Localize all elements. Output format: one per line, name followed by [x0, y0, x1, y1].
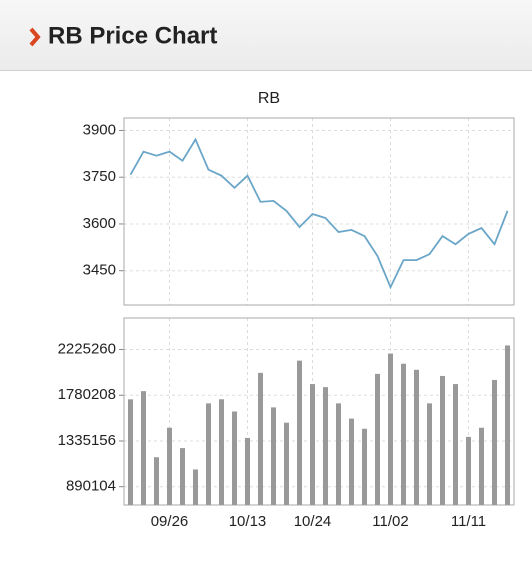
- bar: [388, 353, 393, 505]
- bar: [141, 391, 146, 505]
- bar: [180, 448, 185, 505]
- x-tick-label: 09/26: [151, 513, 189, 530]
- bar: [284, 422, 289, 505]
- y-tick-label: 1780208: [58, 386, 116, 403]
- header-bar: [0, 0, 532, 70]
- bar: [336, 403, 341, 505]
- bar: [453, 384, 458, 505]
- bar: [505, 345, 510, 505]
- bar: [310, 384, 315, 505]
- y-tick-label: 3750: [83, 168, 116, 185]
- bar: [219, 399, 224, 505]
- plot-frame: [123, 117, 515, 306]
- plot-frame: [123, 317, 515, 506]
- bar: [427, 403, 432, 505]
- bar: [232, 411, 237, 505]
- bar: [206, 403, 211, 505]
- bar: [167, 427, 172, 505]
- y-tick-label: 3900: [83, 121, 116, 138]
- x-tick-label: 11/11: [451, 513, 486, 530]
- bar: [401, 363, 406, 505]
- y-tick-label: 3600: [83, 215, 116, 232]
- bar: [271, 407, 276, 505]
- price-line: [129, 137, 509, 290]
- y-tick-label: 1335156: [58, 432, 116, 449]
- bar: [479, 427, 484, 505]
- bar: [349, 418, 354, 505]
- bar: [128, 399, 133, 505]
- bar: [492, 379, 497, 505]
- bar: [154, 457, 159, 505]
- bar: [258, 372, 263, 505]
- bar: [414, 369, 419, 505]
- y-tick-label: 890104: [66, 478, 116, 495]
- y-tick-label: 3450: [83, 262, 116, 279]
- y-tick-label: 2225260: [58, 340, 116, 357]
- x-tick-label: 10/13: [229, 513, 267, 530]
- bar: [245, 437, 250, 505]
- x-tick-label: 11/02: [372, 513, 408, 530]
- bar: [362, 428, 367, 505]
- chevron-icon: [29, 27, 41, 47]
- header-title: RB Price Chart: [48, 22, 217, 49]
- bar: [466, 436, 471, 505]
- bar: [193, 469, 198, 505]
- x-tick-label: 10/24: [294, 513, 332, 530]
- bar: [375, 373, 380, 505]
- chart-title: RB: [258, 90, 280, 107]
- bar: [323, 387, 328, 505]
- bar: [297, 360, 302, 505]
- bar: [440, 375, 445, 505]
